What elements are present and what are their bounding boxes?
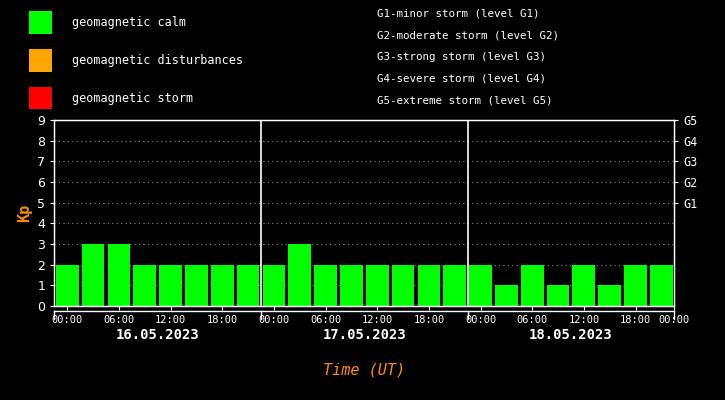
- Bar: [29, 49, 52, 72]
- Bar: [392, 265, 415, 306]
- Text: geomagnetic disturbances: geomagnetic disturbances: [72, 54, 244, 67]
- Bar: [29, 87, 52, 110]
- Bar: [521, 265, 544, 306]
- Bar: [366, 265, 389, 306]
- Bar: [107, 244, 130, 306]
- Bar: [624, 265, 647, 306]
- Y-axis label: Kp: Kp: [17, 204, 32, 222]
- Bar: [82, 244, 104, 306]
- Text: 17.05.2023: 17.05.2023: [323, 328, 406, 342]
- Text: geomagnetic storm: geomagnetic storm: [72, 92, 194, 104]
- Bar: [314, 265, 337, 306]
- Text: 18.05.2023: 18.05.2023: [529, 328, 613, 342]
- Text: G3-strong storm (level G3): G3-strong storm (level G3): [377, 52, 546, 62]
- Bar: [650, 265, 673, 306]
- Text: G2-moderate storm (level G2): G2-moderate storm (level G2): [377, 30, 559, 40]
- Text: G1-minor storm (level G1): G1-minor storm (level G1): [377, 9, 539, 19]
- Bar: [289, 244, 311, 306]
- Bar: [418, 265, 440, 306]
- Bar: [469, 265, 492, 306]
- Bar: [160, 265, 182, 306]
- Text: Time (UT): Time (UT): [323, 362, 405, 378]
- Text: G4-severe storm (level G4): G4-severe storm (level G4): [377, 74, 546, 84]
- Bar: [444, 265, 466, 306]
- Bar: [573, 265, 595, 306]
- Bar: [211, 265, 233, 306]
- Bar: [133, 265, 156, 306]
- Text: geomagnetic calm: geomagnetic calm: [72, 16, 186, 29]
- Bar: [547, 285, 569, 306]
- Bar: [185, 265, 208, 306]
- Bar: [237, 265, 260, 306]
- Bar: [340, 265, 362, 306]
- Text: 16.05.2023: 16.05.2023: [116, 328, 199, 342]
- Bar: [262, 265, 285, 306]
- Bar: [495, 285, 518, 306]
- Bar: [598, 285, 621, 306]
- Text: G5-extreme storm (level G5): G5-extreme storm (level G5): [377, 95, 552, 105]
- Bar: [29, 11, 52, 34]
- Bar: [56, 265, 78, 306]
